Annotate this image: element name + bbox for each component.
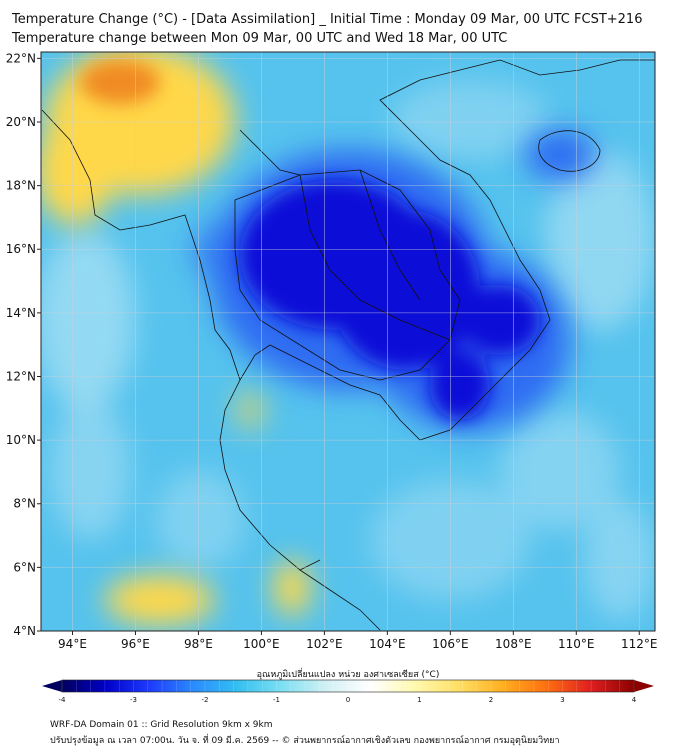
colorbar-tick-label: -3 [130,696,137,704]
interior-border [299,174,451,341]
lat-label: 10°N [6,433,36,447]
colorbar-tick-label: -1 [273,696,280,704]
lat-label: 8°N [13,497,36,511]
colorbar-tick-label: -4 [59,696,67,704]
interior-border-2 [359,169,421,301]
chart-subtitle: Temperature change between Mon 09 Mar, 0… [12,31,508,46]
colorbar-min-arrow [42,680,62,692]
colorbar-title: อุณหภูมิเปลี่ยนแปลง หน่วย องศาเซลเซียส (… [257,667,440,680]
lon-label: 112°E [621,637,658,651]
coastlines-and-borders [41,59,655,631]
hainan-coastline [538,130,601,172]
colorbar-tick-label: 4 [632,696,637,704]
northern-border [239,129,301,176]
indochina-border [234,169,461,381]
lat-label: 14°N [6,306,36,320]
lat-label: 4°N [13,624,36,638]
lon-label: 106°E [432,637,469,651]
colorbar-tick-label: 3 [560,696,564,704]
lat-label: 6°N [13,560,36,574]
lat-label: 22°N [6,51,36,65]
map-gridlines [41,52,655,632]
colorbar: -4 -3 -2 -1 0 1 2 3 4 [42,679,654,704]
colorbar-tick-labels: -4 -3 -2 -1 0 1 2 3 4 [59,696,637,704]
colorbar-tick-label: 2 [489,696,493,704]
weak-change-patches [41,80,655,620]
temperature-field [41,52,655,631]
lon-label: 110°E [558,637,595,651]
latitude-labels: 22°N 20°N 18°N 16°N 14°N 12°N 10°N 8°N 6°N 4°N [6,51,41,638]
lat-label: 16°N [6,242,36,256]
colorbar-tick-label: -2 [202,696,209,704]
lat-label: 12°N [6,369,36,383]
west-coastline [41,109,321,571]
lon-label: 104°E [369,637,406,651]
strong-cooling-core [240,180,540,420]
lon-label: 98°E [184,637,213,651]
colorbar-outline [61,679,635,693]
lon-label: 94°E [58,637,87,651]
footer-model-info: WRF-DA Domain 01 :: Grid Resolution 9km … [50,720,273,730]
lon-label: 96°E [121,637,150,651]
colorbar-max-arrow [634,680,654,692]
chart-title: Temperature Change (°C) - [Data Assimila… [12,12,643,27]
longitude-labels: 94°E 96°E 98°E 100°E 102°E 104°E 106°E 108°E 110… [58,631,658,651]
east-coastline [239,59,655,441]
footer-credit: ปรับปรุงข้อมูล ณ เวลา 07:00น. วัน จ. ที่… [50,736,560,746]
map-frame [40,51,656,632]
peninsula-coast [299,569,381,631]
colorbar-segment-lines [61,680,635,692]
colorbar-tick-label: 0 [346,696,350,704]
colorbar-ramp [62,680,634,692]
lon-label: 100°E [243,637,280,651]
lat-label: 18°N [6,179,36,193]
lon-label: 102°E [306,637,343,651]
lat-label: 20°N [6,115,36,129]
strong-warming-patch [80,60,160,104]
colorbar-tick-label: 1 [417,696,421,704]
lon-label: 108°E [495,637,532,651]
